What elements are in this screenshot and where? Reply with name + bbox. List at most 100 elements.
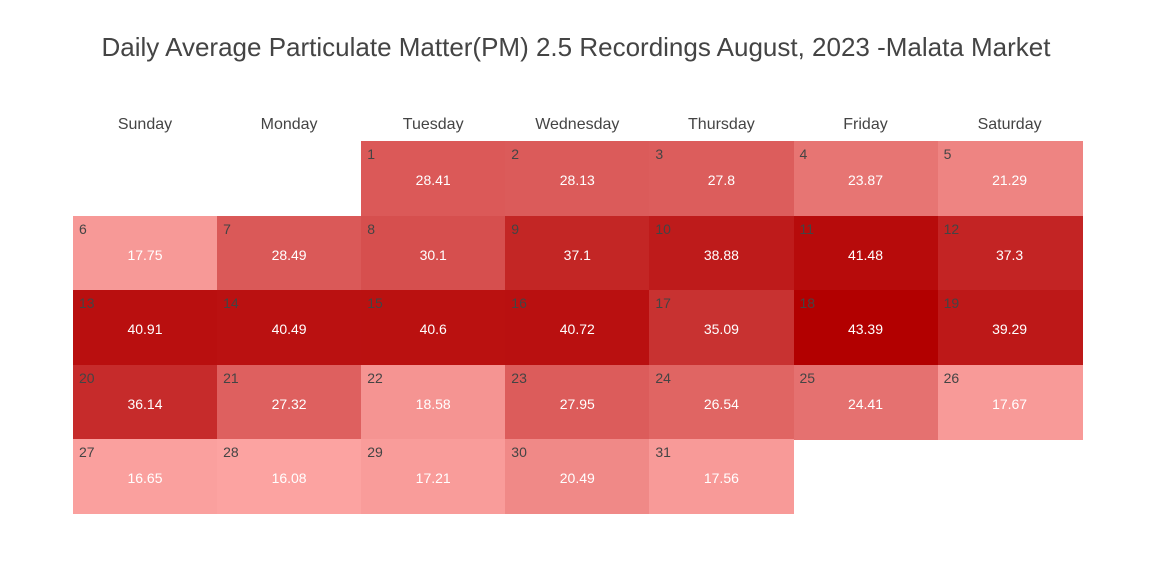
data-label: 36.14 bbox=[127, 395, 163, 412]
heatmap-cell[interactable]: 30 20.49 bbox=[505, 439, 651, 515]
data-label: 41.48 bbox=[847, 246, 884, 263]
day-number: 26 bbox=[943, 369, 960, 386]
day-number: 24 bbox=[655, 369, 671, 386]
day-number: 2 bbox=[511, 146, 520, 162]
heatmap-cell[interactable]: 13 40.91 bbox=[73, 290, 218, 366]
weekday-label-wednesday: Wednesday bbox=[535, 116, 620, 133]
day-number: 15 bbox=[367, 295, 383, 312]
data-label: 27.32 bbox=[271, 395, 307, 412]
data-label: 20.49 bbox=[559, 470, 595, 487]
day-number: 18 bbox=[799, 295, 816, 312]
data-label: 26.54 bbox=[703, 395, 739, 412]
data-label: 40.6 bbox=[419, 321, 447, 338]
weekday-label-friday: Friday bbox=[843, 116, 888, 133]
data-label: 39.29 bbox=[992, 321, 1028, 338]
day-number: 3 bbox=[655, 146, 664, 162]
heatmap-cell[interactable]: 28 16.08 bbox=[217, 439, 363, 515]
data-label: 16.08 bbox=[271, 470, 307, 487]
data-label: 17.75 bbox=[127, 246, 163, 263]
heatmap-cell[interactable]: 2 28.13 bbox=[505, 141, 651, 216]
heatmap-cell[interactable]: 6 17.75 bbox=[73, 215, 218, 291]
day-number: 30 bbox=[511, 444, 527, 461]
data-label: 16.65 bbox=[127, 470, 163, 487]
data-label: 17.21 bbox=[415, 470, 451, 487]
day-number: 12 bbox=[943, 220, 960, 237]
day-number: 6 bbox=[79, 220, 87, 237]
day-number: 5 bbox=[943, 146, 952, 162]
day-number: 16 bbox=[511, 295, 527, 312]
data-label: 30.1 bbox=[419, 246, 447, 263]
day-number: 22 bbox=[367, 369, 383, 386]
heatmap-cell[interactable]: 24 26.54 bbox=[649, 364, 795, 440]
heatmap-cell[interactable]: 11 41.48 bbox=[793, 215, 939, 291]
data-label: 38.88 bbox=[703, 246, 739, 263]
day-number: 23 bbox=[511, 369, 527, 386]
day-number: 9 bbox=[511, 220, 520, 237]
heatmap-cell[interactable]: 12 37.3 bbox=[937, 215, 1083, 291]
data-label: 40.91 bbox=[127, 321, 163, 338]
heatmap-cell[interactable]: 18 43.39 bbox=[793, 290, 939, 366]
heatmap-cell[interactable]: 21 27.32 bbox=[217, 364, 363, 440]
day-number: 25 bbox=[799, 369, 816, 386]
day-number: 13 bbox=[79, 295, 95, 312]
data-label: 40.72 bbox=[559, 321, 595, 338]
chart-title: Daily Average Particulate Matter(PM) 2.5… bbox=[101, 32, 1051, 62]
day-number: 14 bbox=[223, 295, 239, 312]
data-label: 28.13 bbox=[559, 172, 595, 188]
heatmap-cell[interactable]: 27 16.65 bbox=[73, 439, 218, 515]
heatmap-cell[interactable]: 26 17.67 bbox=[937, 364, 1083, 440]
heatmap-cell[interactable]: 16 40.72 bbox=[505, 290, 651, 366]
data-label: 24.41 bbox=[847, 395, 884, 412]
weekday-label-monday: Monday bbox=[260, 116, 318, 133]
data-label: 27.8 bbox=[707, 172, 736, 188]
weekday-label-sunday: Sunday bbox=[117, 116, 173, 133]
day-number: 21 bbox=[223, 369, 239, 386]
heatmap-cell[interactable]: 5 21.29 bbox=[937, 141, 1083, 216]
weekday-label-thursday: Thursday bbox=[688, 116, 755, 133]
heatmap-cell[interactable]: 25 24.41 bbox=[793, 364, 939, 440]
heatmap-cell[interactable]: 20 36.14 bbox=[73, 364, 218, 440]
data-label: 35.09 bbox=[703, 321, 739, 338]
data-label: 43.39 bbox=[847, 321, 884, 338]
heatmap-cell[interactable]: 22 18.58 bbox=[361, 364, 507, 440]
day-number: 1 bbox=[367, 146, 375, 162]
day-number: 29 bbox=[367, 444, 383, 461]
data-label: 23.87 bbox=[847, 172, 884, 188]
heatmap-cell[interactable]: 29 17.21 bbox=[361, 439, 507, 515]
data-label: 18.58 bbox=[415, 395, 451, 412]
data-label: 17.67 bbox=[992, 395, 1028, 412]
heatmap-cell[interactable]: 1 28.41 bbox=[361, 141, 507, 216]
weekday-label-saturday: Saturday bbox=[977, 116, 1042, 133]
heatmap-cell[interactable]: 23 27.95 bbox=[505, 364, 651, 440]
heatmap-cell[interactable]: 14 40.49 bbox=[217, 290, 363, 366]
day-number: 8 bbox=[367, 220, 375, 237]
day-number: 19 bbox=[943, 295, 960, 312]
weekday-label-tuesday: Tuesday bbox=[402, 116, 464, 133]
day-number: 7 bbox=[223, 220, 231, 237]
day-number: 11 bbox=[799, 220, 815, 237]
day-number: 20 bbox=[79, 369, 95, 386]
day-number: 4 bbox=[799, 146, 808, 162]
heatmap-cell[interactable]: 3 27.8 bbox=[649, 141, 795, 216]
data-label: 21.29 bbox=[992, 172, 1028, 188]
day-number: 28 bbox=[223, 444, 239, 461]
heatmap-cell[interactable]: 4 23.87 bbox=[793, 141, 939, 216]
data-label: 37.3 bbox=[995, 246, 1024, 263]
day-number: 17 bbox=[655, 295, 671, 312]
heatmap-cell[interactable]: 7 28.49 bbox=[217, 215, 363, 291]
heatmap-cell[interactable]: 9 37.1 bbox=[505, 215, 651, 291]
heatmap-cell[interactable]: 17 35.09 bbox=[649, 290, 795, 366]
day-number: 27 bbox=[79, 444, 95, 461]
heatmap-cell[interactable]: 15 40.6 bbox=[361, 290, 507, 366]
heatmap-cell[interactable]: 8 30.1 bbox=[361, 215, 507, 291]
data-label: 37.1 bbox=[563, 246, 591, 263]
heatmap-cell[interactable]: 31 17.56 bbox=[649, 439, 795, 515]
data-label: 28.41 bbox=[415, 172, 451, 188]
heatmap-cell[interactable]: 10 38.88 bbox=[649, 215, 795, 291]
data-label: 40.49 bbox=[271, 321, 307, 338]
day-number: 10 bbox=[655, 220, 671, 237]
data-label: 17.56 bbox=[703, 470, 739, 487]
data-label: 28.49 bbox=[271, 246, 307, 263]
data-label: 27.95 bbox=[559, 395, 595, 412]
heatmap-cell[interactable]: 19 39.29 bbox=[937, 290, 1083, 366]
